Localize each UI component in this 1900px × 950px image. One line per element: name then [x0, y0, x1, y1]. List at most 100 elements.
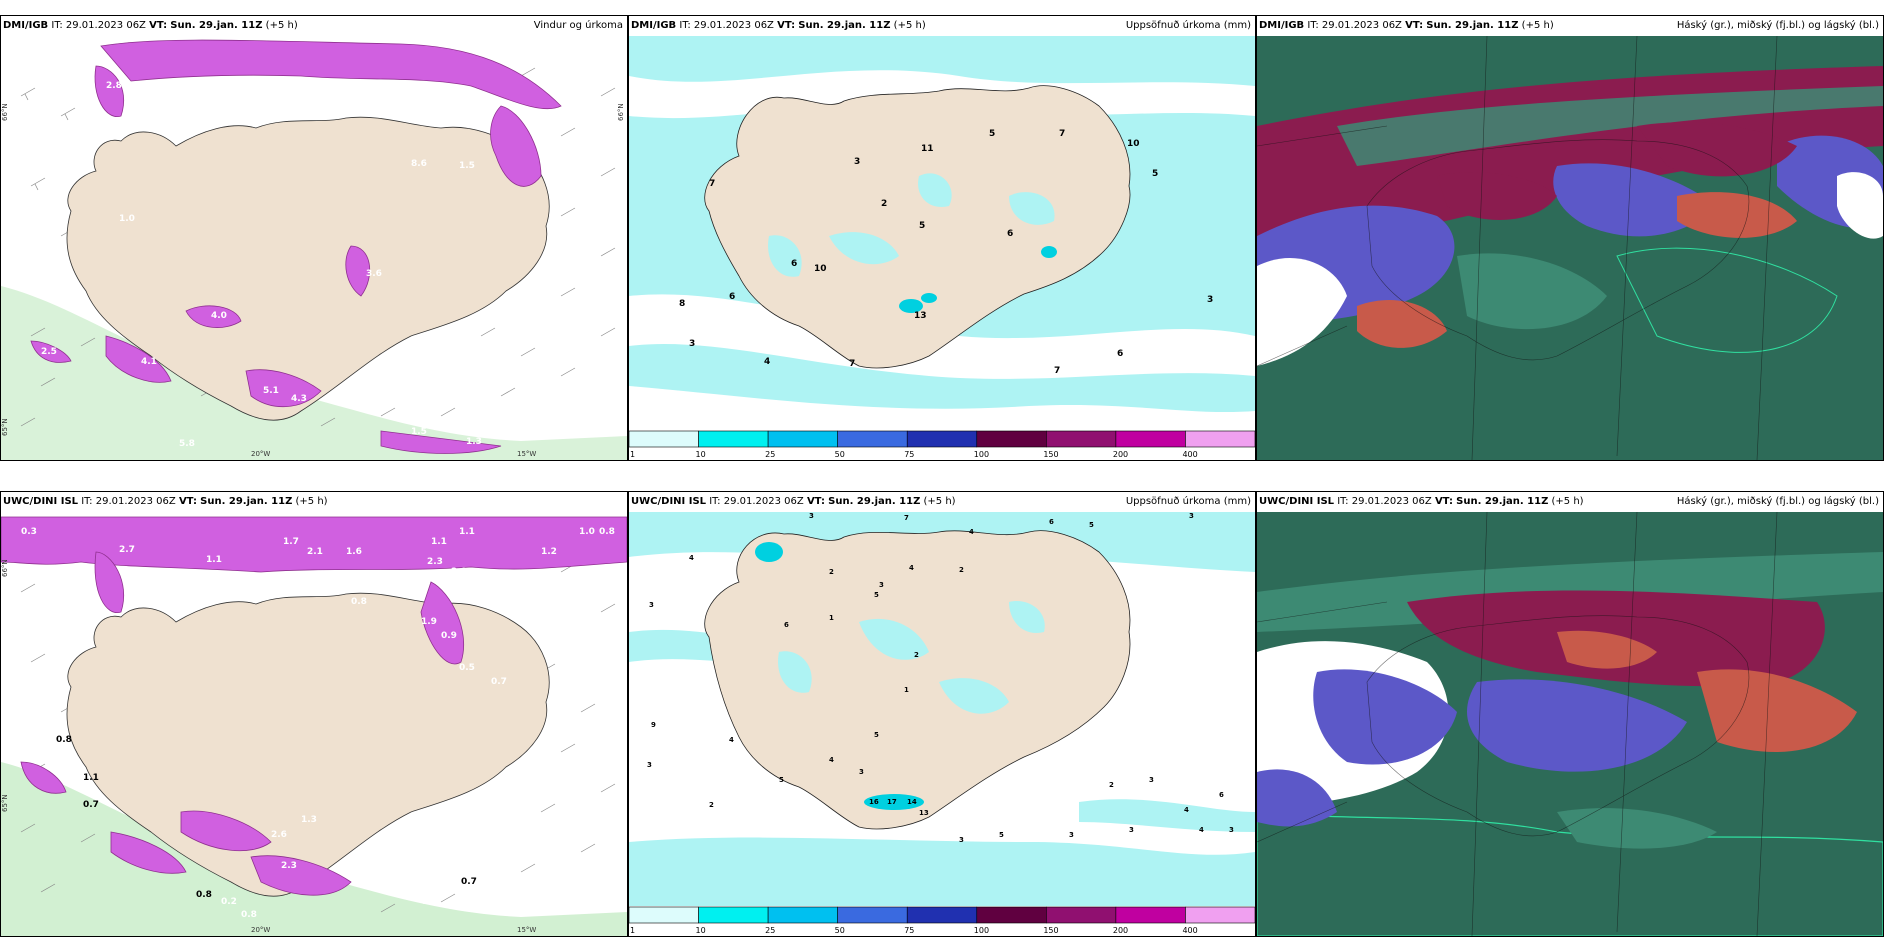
value-label: 0.8: [241, 910, 257, 920]
colorbar: 1 10 25 50 75 100 150 200 400: [629, 430, 1255, 459]
panel-wind-precip-uwc: UWC/DINI ISL IT: 29.01.2023 06Z VT: Sun.…: [0, 491, 628, 937]
vt-label: VT:: [149, 20, 168, 31]
svg-text:66°N: 66°N: [617, 103, 625, 121]
value-label: 9: [651, 721, 656, 729]
colorbar-tick-label: 100: [974, 926, 989, 935]
source-label: UWC/DINI ISL: [1259, 496, 1335, 507]
panel-title: Vindur og úrkoma: [533, 20, 623, 31]
value-label: 3: [859, 768, 864, 776]
value-label: 1.0: [579, 527, 595, 537]
colorbar-tick-label: 1: [630, 926, 635, 935]
source-label: DMI/IGB: [1259, 20, 1305, 31]
colorbar-swatch: [976, 430, 1047, 448]
value-label: 5.1: [263, 386, 279, 396]
colorbar-tick-label: 150: [1043, 450, 1058, 459]
value-label: 10: [1127, 139, 1140, 149]
it-label: IT:: [1337, 496, 1349, 507]
value-label: 0.3: [56, 575, 72, 585]
colorbar-swatch: [1185, 906, 1255, 924]
value-label: 3: [854, 157, 860, 167]
panel-header: DMI/IGB IT: 29.01.2023 06Z VT: Sun. 29.j…: [1, 16, 627, 36]
it-value: 29.01.2023 06Z: [65, 20, 146, 31]
colorbar-tick-label: 400: [1182, 450, 1197, 459]
it-label: IT:: [679, 20, 691, 31]
value-label: 1.2: [541, 547, 557, 557]
value-label: 4.3: [291, 394, 307, 404]
wind-precip-map: 2.8 2.3 1.9 1.7 2.2 2.3 2.8 1.5 4.1 1.0 …: [1, 36, 627, 460]
value-label: 1.0: [119, 214, 135, 224]
value-label: 1.1: [206, 555, 222, 565]
value-label: 4: [729, 736, 734, 744]
svg-text:66°N: 66°N: [1, 559, 9, 577]
vt-label: VT:: [1434, 496, 1453, 507]
lead-time: (+5 h): [265, 20, 298, 31]
value-label: 5: [989, 129, 995, 139]
precip-labels: 2.8 2.3 1.9 1.7 2.2 2.3 2.8 1.5 4.1 1.0 …: [41, 81, 557, 449]
value-label: 7: [849, 359, 855, 369]
value-label: 7: [904, 514, 909, 522]
value-label: 1.9: [179, 91, 195, 101]
value-label: 2.0: [451, 567, 467, 577]
svg-text:15°W: 15°W: [517, 926, 536, 934]
precip-labels: 0.3 2.7 1.1 1.7 2.1 1.6 1.1 1.1 1.2 1.0 …: [21, 527, 615, 920]
panel-header: UWC/DINI ISL IT: 29.01.2023 06Z VT: Sun.…: [1, 492, 627, 512]
colorbar-tick-label: 25: [765, 926, 775, 935]
it-value: 29.01.2023 06Z: [1321, 20, 1402, 31]
precip-patches: [768, 173, 1055, 277]
value-label: 0.3: [421, 897, 437, 907]
panel-title: Háský (gr.), miðský (fj.bl.) og lágský (…: [1676, 20, 1879, 31]
colorbar-tick-label: 200: [1113, 926, 1128, 935]
colorbar-tick-label: 75: [904, 926, 914, 935]
colorbar-tick-label: 25: [765, 450, 775, 459]
colorbar-swatch: [698, 906, 769, 924]
value-label: 1.7: [283, 537, 299, 547]
vt-label: VT:: [806, 496, 825, 507]
it-value: 29.01.2023 06Z: [95, 496, 176, 507]
vt-value: Sun. 29.jan. 11Z: [798, 20, 891, 31]
value-label: 3: [1069, 831, 1074, 839]
value-label: 1.3: [466, 437, 482, 447]
value-label: 3: [809, 512, 814, 520]
value-label: 1: [904, 686, 909, 694]
value-label: 5: [1152, 169, 1158, 179]
value-label: 0.2: [221, 897, 237, 907]
value-label: 5.8: [179, 439, 195, 449]
value-label: 1.3: [301, 815, 317, 825]
value-label: 5: [919, 221, 925, 231]
value-label: 2: [959, 566, 964, 574]
colorbar-swatch: [906, 430, 978, 448]
colorbar-tick-label: 100: [974, 450, 989, 459]
vt-value: Sun. 29.jan. 11Z: [1456, 496, 1549, 507]
precip-labels: 7 11 5 7 10 5 2 3 5 10 6 8 6 3 3 4 7 6 7…: [679, 129, 1213, 376]
source-label: UWC/DINI ISL: [631, 496, 707, 507]
value-label: 3.6: [366, 269, 382, 279]
panel-header: UWC/DINI ISL IT: 29.01.2023 06Z VT: Sun.…: [629, 492, 1255, 512]
cloud-cover-map: [1257, 512, 1883, 936]
value-label: 2.2: [366, 91, 382, 101]
it-value: 29.01.2023 06Z: [723, 496, 804, 507]
value-label: 3: [1189, 512, 1194, 520]
value-label: 3: [879, 581, 884, 589]
precip-core: [755, 542, 924, 810]
precip-core: [899, 246, 1057, 313]
colorbar-swatch: [1185, 430, 1255, 448]
value-label: 5: [874, 591, 879, 599]
value-label: 1.6: [346, 547, 362, 557]
accum-precip-map: 3 7 4 6 5 3 4 2 3 4 2 5 6 3 1 2 9 3 4 2: [629, 512, 1255, 936]
value-label: 5: [874, 731, 879, 739]
value-label: 2.3: [427, 557, 443, 567]
cloud-cover-map: [1257, 36, 1883, 460]
colorbar-tick-label: 150: [1043, 926, 1058, 935]
value-label: 2: [829, 568, 834, 576]
value-label: 1.1: [83, 773, 99, 783]
axis-labels: 66°N 65°N 20°W 15°W: [1, 559, 536, 934]
precip-areas: [1, 516, 627, 896]
value-label: 4.1: [541, 141, 557, 151]
value-label: 8: [679, 299, 685, 309]
axis-labels: 66°N 66°N 65°N 20°W 15°W: [1, 103, 625, 458]
value-label: 1.9: [421, 617, 437, 627]
colorbar-swatch: [629, 430, 699, 448]
value-label: 13: [914, 311, 927, 321]
value-label: 11: [921, 144, 934, 154]
iceland-land: [704, 85, 1131, 369]
